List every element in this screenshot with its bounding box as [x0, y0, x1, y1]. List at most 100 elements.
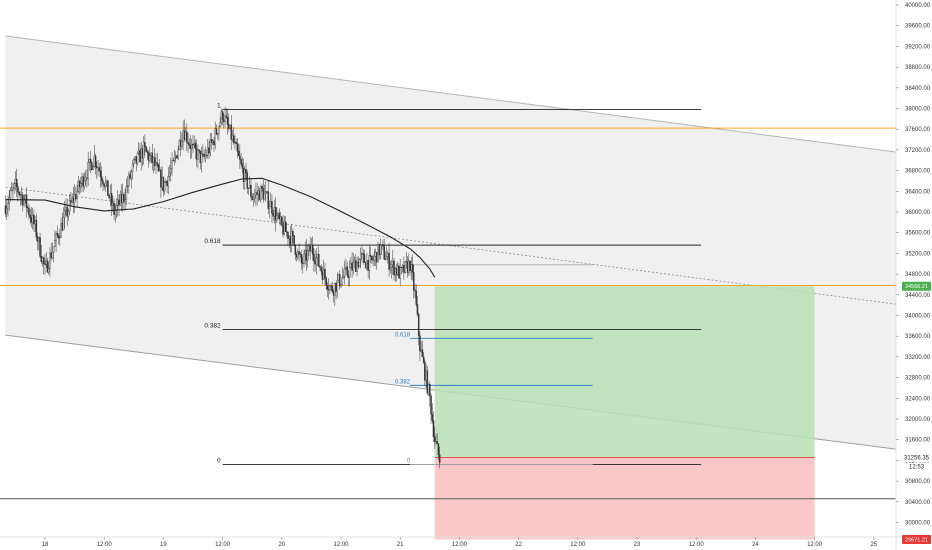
candle-body	[305, 249, 308, 261]
candle-body	[367, 260, 369, 271]
candle-body	[277, 213, 279, 216]
candle-body	[303, 253, 305, 264]
candle-body	[44, 263, 46, 265]
candle-body	[287, 231, 289, 239]
candle-body	[341, 277, 343, 285]
time-axis[interactable]: 18 12:00 19 12:00 20 12:00 21 12:00 22 12:00 23 12:…	[42, 537, 878, 548]
candle-body	[133, 158, 135, 165]
candle-body	[61, 223, 64, 231]
candle-body	[421, 349, 424, 357]
price-badge-label: 34566.21	[905, 284, 928, 290]
candle-body	[136, 152, 139, 164]
x-tick-label: 22	[515, 542, 522, 548]
candle-body	[214, 128, 216, 146]
candle-body	[80, 182, 82, 188]
candle-body	[430, 395, 432, 415]
candle-body	[435, 441, 437, 443]
horizontal-lines[interactable]	[0, 127, 896, 500]
fib-large-level-label: 1	[217, 103, 221, 110]
candle-body	[438, 454, 441, 464]
candle-body	[393, 260, 395, 276]
candle-body	[199, 150, 202, 163]
candle-body	[155, 162, 157, 166]
fib-retracement-large[interactable]: 1 0.618 0.382 0	[204, 103, 702, 465]
candle-body	[253, 194, 256, 199]
candle-body	[81, 176, 83, 184]
candle-body	[247, 187, 250, 189]
candle-body	[401, 265, 404, 268]
x-tick-label: 24	[752, 542, 759, 548]
candle-body	[52, 246, 55, 253]
candle-body	[77, 181, 80, 192]
candle-body	[322, 268, 325, 280]
price-badge	[902, 452, 931, 462]
candle-body	[437, 443, 440, 456]
candle-body	[36, 236, 39, 242]
candle-body	[24, 194, 27, 200]
candle-body	[60, 223, 62, 238]
candle-body	[221, 111, 224, 121]
candle-body	[38, 237, 40, 242]
candle-body	[262, 188, 265, 200]
candle-body	[292, 231, 294, 236]
candle-body	[392, 260, 394, 265]
candle-body	[420, 349, 422, 352]
long-position[interactable]	[434, 286, 815, 540]
price-axis-background[interactable]	[896, 0, 932, 537]
y-tick-label: 35200.00	[905, 251, 931, 257]
candle-body	[119, 194, 121, 206]
candle-body	[422, 356, 425, 363]
candle-body	[198, 149, 200, 152]
price-axis[interactable]: 40000.00 39600.00 39200.00 38800.00 38400.00…	[896, 3, 931, 527]
candles	[4, 107, 441, 469]
candle-body	[182, 130, 184, 142]
price-badge	[902, 281, 931, 291]
candle-body	[121, 194, 124, 204]
candle-body	[298, 251, 300, 254]
candle-body	[118, 199, 120, 206]
candle-body	[353, 260, 356, 263]
position-profit-zone[interactable]	[434, 286, 815, 458]
candle-body	[19, 194, 22, 196]
candle-body	[28, 207, 30, 216]
candle-body	[151, 152, 154, 163]
y-tick-label: 39600.00	[905, 24, 931, 30]
y-tick-label: 33600.00	[905, 334, 931, 340]
candle-body	[162, 176, 165, 192]
candle-body	[131, 163, 134, 172]
candle-body	[318, 254, 320, 267]
candle-body	[59, 237, 61, 239]
x-tick-label: 23	[634, 542, 641, 548]
price-badge	[902, 535, 931, 545]
candle-body	[331, 286, 334, 292]
candle-body	[149, 155, 151, 161]
channel-upper-line[interactable]	[5, 35, 904, 154]
candle-body	[265, 191, 267, 194]
y-tick-label: 38800.00	[905, 65, 931, 71]
candle-body	[293, 235, 295, 246]
x-tick-label: 12:00	[333, 542, 349, 548]
candle-body	[310, 244, 313, 252]
candle-body	[219, 122, 221, 127]
candle-body	[186, 131, 188, 143]
candle-body	[334, 282, 336, 296]
candle-body	[67, 210, 70, 217]
candle-body	[205, 154, 208, 156]
candle-body	[225, 115, 228, 118]
channel-midline[interactable]	[5, 186, 904, 306]
candle-body	[202, 153, 204, 155]
candle-body	[411, 264, 414, 273]
y-tick-label: 34800.00	[905, 272, 931, 278]
candle-body	[34, 220, 36, 225]
price-badge-label: 29671.21	[905, 538, 928, 544]
candle-body	[380, 244, 383, 246]
candle-body	[282, 224, 284, 235]
candle-body	[41, 257, 44, 262]
candle-body	[384, 258, 387, 260]
candle-body	[84, 177, 87, 181]
candle-body	[410, 264, 413, 271]
candle-body	[348, 267, 351, 278]
candle-body	[255, 192, 257, 196]
